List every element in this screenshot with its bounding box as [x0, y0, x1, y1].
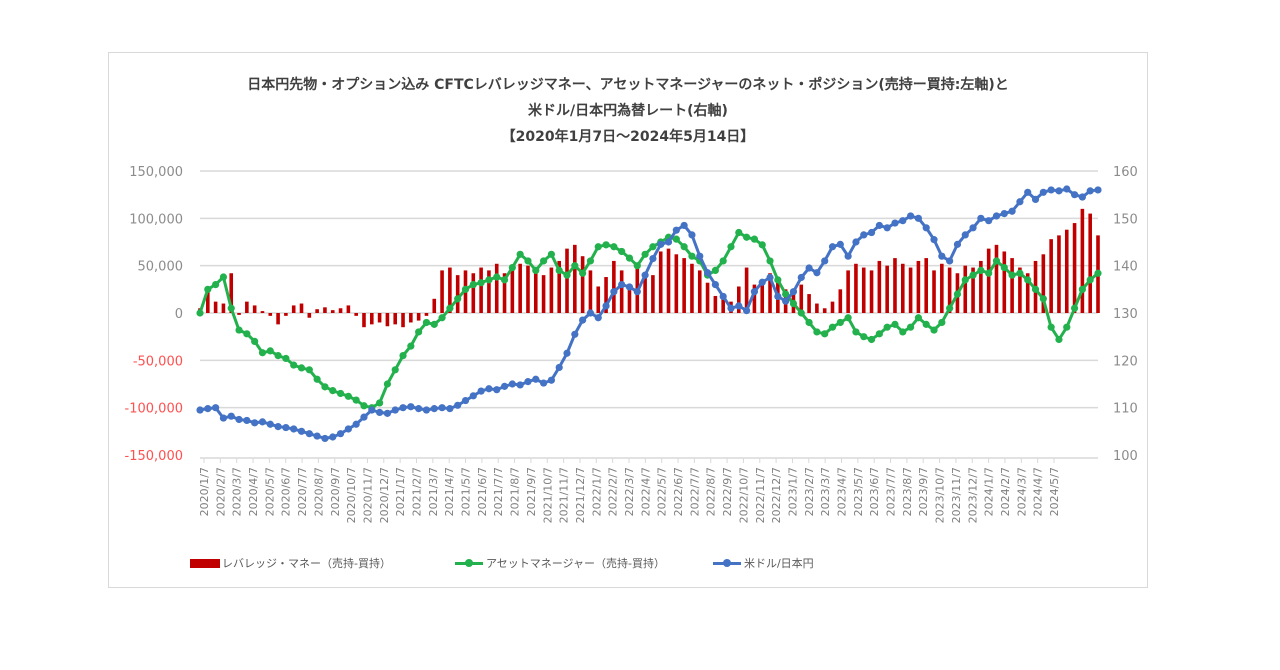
right-axis-labels: 160 150 140 130 120 110 100: [1113, 165, 1138, 464]
title-line-2: 米ドル/日本円為替レート(右軸): [528, 103, 728, 119]
svg-text:2022/9/7: 2022/9/7: [721, 467, 734, 516]
gridlines: [200, 170, 1098, 409]
svg-text:2021/7/7: 2021/7/7: [492, 467, 505, 516]
svg-text:150,000: 150,000: [129, 165, 183, 180]
svg-text:2024/2/7: 2024/2/7: [999, 467, 1012, 516]
legend-label-usdjpy: 米ドル/日本円: [743, 557, 814, 570]
svg-text:2021/2/7: 2021/2/7: [411, 467, 424, 516]
legend-item-asset: アセットマネージャー（売持-買持）: [454, 555, 665, 571]
svg-text:2023/2/7: 2023/2/7: [803, 467, 816, 516]
svg-text:150: 150: [1113, 212, 1138, 227]
svg-text:2020/12/7: 2020/12/7: [378, 467, 391, 523]
svg-text:2022/2/7: 2022/2/7: [607, 467, 620, 516]
svg-text:2022/5/7: 2022/5/7: [656, 467, 669, 516]
svg-text:2022/7/7: 2022/7/7: [688, 467, 701, 516]
svg-text:2023/5/7: 2023/5/7: [852, 467, 865, 516]
svg-text:2020/10/7: 2020/10/7: [345, 467, 358, 523]
svg-text:2021/5/7: 2021/5/7: [460, 467, 473, 516]
svg-text:2021/4/7: 2021/4/7: [443, 467, 456, 516]
bar-swatch-icon: [190, 558, 220, 568]
svg-text:2021/6/7: 2021/6/7: [476, 467, 489, 516]
svg-text:110: 110: [1113, 402, 1138, 417]
svg-text:2022/10/7: 2022/10/7: [737, 467, 750, 523]
legend-label-leveraged: レバレッジ・マネー（売持-買持）: [222, 557, 391, 570]
svg-text:2021/11/7: 2021/11/7: [558, 467, 571, 523]
svg-text:2020/6/7: 2020/6/7: [280, 467, 293, 516]
svg-text:100,000: 100,000: [129, 212, 183, 227]
svg-text:2020/8/7: 2020/8/7: [312, 467, 325, 516]
svg-text:2022/12/7: 2022/12/7: [770, 467, 783, 523]
svg-text:2021/3/7: 2021/3/7: [427, 467, 440, 516]
svg-text:2021/1/7: 2021/1/7: [394, 467, 407, 516]
svg-text:0: 0: [175, 307, 183, 322]
svg-text:2023/9/7: 2023/9/7: [917, 467, 930, 516]
svg-text:2023/11/7: 2023/11/7: [950, 467, 963, 523]
svg-text:2023/1/7: 2023/1/7: [786, 467, 799, 516]
left-axis-labels: 150,000 100,000 50,000 0 -50,000 -100,000 -150…: [125, 165, 183, 464]
legend-item-leveraged: レバレッジ・マネー（売持-買持）: [190, 555, 391, 571]
svg-text:2022/1/7: 2022/1/7: [590, 467, 603, 516]
svg-text:2021/8/7: 2021/8/7: [509, 467, 522, 516]
svg-text:2022/6/7: 2022/6/7: [672, 467, 685, 516]
svg-text:2024/5/7: 2024/5/7: [1048, 467, 1061, 516]
svg-text:2020/9/7: 2020/9/7: [329, 467, 342, 516]
chart-frame: [108, 52, 1148, 588]
chart-title: 日本円先物・オプション込み CFTCレバレッジマネー、アセットマネージャーのネッ…: [108, 72, 1148, 150]
legend: レバレッジ・マネー（売持-買持） アセットマネージャー（売持-買持） 米ドル/日…: [190, 553, 854, 573]
svg-text:-100,000: -100,000: [125, 402, 183, 417]
svg-text:2023/8/7: 2023/8/7: [901, 467, 914, 516]
svg-text:2024/3/7: 2024/3/7: [1015, 467, 1028, 516]
svg-text:2021/10/7: 2021/10/7: [541, 467, 554, 523]
usdjpy-line: [196, 185, 1102, 443]
svg-text:2020/2/7: 2020/2/7: [214, 467, 227, 516]
svg-text:2020/7/7: 2020/7/7: [296, 467, 309, 516]
svg-text:120: 120: [1113, 354, 1138, 369]
svg-text:2020/1/7: 2020/1/7: [198, 467, 211, 516]
svg-text:2023/10/7: 2023/10/7: [934, 467, 947, 523]
blue-line-marker-icon: [712, 558, 741, 567]
svg-text:2021/12/7: 2021/12/7: [574, 467, 587, 523]
svg-text:2023/12/7: 2023/12/7: [966, 467, 979, 523]
svg-text:2023/6/7: 2023/6/7: [868, 467, 881, 516]
svg-text:100: 100: [1113, 449, 1138, 464]
svg-text:2023/4/7: 2023/4/7: [836, 467, 849, 516]
title-line-3: 【2020年1月7日～2024年5月14日】: [501, 129, 755, 145]
svg-text:2020/4/7: 2020/4/7: [247, 467, 260, 516]
svg-text:160: 160: [1113, 165, 1138, 180]
x-axis: 2020/1/7 2020/2/7 2020/3/7 2020/4/7 2020/5/7…: [198, 457, 1098, 523]
svg-text:50,000: 50,000: [138, 260, 184, 275]
svg-text:2023/7/7: 2023/7/7: [885, 467, 898, 516]
asset-manager-line: [196, 228, 1102, 412]
svg-text:140: 140: [1113, 260, 1138, 275]
svg-text:2020/3/7: 2020/3/7: [231, 467, 244, 516]
legend-label-asset: アセットマネージャー（売持-買持）: [485, 557, 665, 570]
svg-text:-150,000: -150,000: [125, 449, 183, 464]
svg-text:2021/9/7: 2021/9/7: [525, 467, 538, 516]
svg-text:2024/4/7: 2024/4/7: [1032, 467, 1045, 516]
svg-text:2020/11/7: 2020/11/7: [361, 467, 374, 523]
svg-text:-50,000: -50,000: [133, 354, 183, 369]
green-line-marker-icon: [454, 558, 483, 567]
title-line-1: 日本円先物・オプション込み CFTCレバレッジマネー、アセットマネージャーのネッ…: [247, 77, 1009, 93]
svg-text:2020/5/7: 2020/5/7: [263, 467, 276, 516]
legend-item-usdjpy: 米ドル/日本円: [712, 555, 814, 571]
svg-text:2024/1/7: 2024/1/7: [983, 467, 996, 516]
svg-text:2022/11/7: 2022/11/7: [754, 467, 767, 523]
svg-text:2022/3/7: 2022/3/7: [623, 467, 636, 516]
svg-text:130: 130: [1113, 307, 1138, 322]
svg-text:2022/8/7: 2022/8/7: [705, 467, 718, 516]
svg-text:2022/4/7: 2022/4/7: [639, 467, 652, 516]
svg-text:2023/3/7: 2023/3/7: [819, 467, 832, 516]
